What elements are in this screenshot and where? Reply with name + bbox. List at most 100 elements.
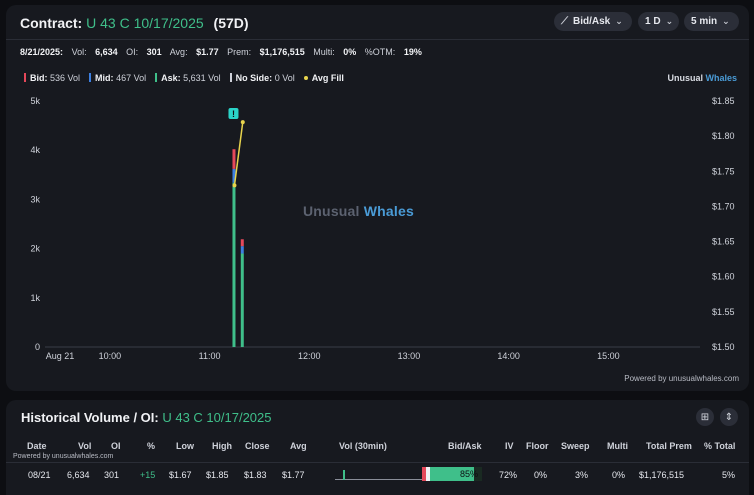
legend-mid[interactable]: Mid: 467 Vol bbox=[89, 73, 146, 83]
chart-mode-value: Bid/Ask bbox=[573, 16, 611, 27]
avg-fill-line bbox=[233, 121, 244, 186]
cell-pct-total: 5% bbox=[722, 470, 736, 480]
powered-by: Powered by unusualwhales.com bbox=[624, 374, 739, 383]
x-tick-label: 11:00 bbox=[199, 351, 221, 361]
cell-oi: 301 bbox=[104, 470, 120, 480]
col-pct[interactable]: % bbox=[147, 441, 156, 451]
bar-bid-segment bbox=[240, 239, 244, 247]
stats-avg-label: Avg: bbox=[169, 47, 188, 57]
panel-header: Contract: U 43 C 10/17/2025 (57D) ⟋ Bid/… bbox=[6, 5, 749, 40]
row-divider bbox=[6, 462, 749, 463]
col-bidask[interactable]: Bid/Ask bbox=[448, 441, 482, 451]
y-tick-right: $1.75 bbox=[712, 166, 735, 176]
chevron-down-icon: ⌄ bbox=[722, 16, 730, 26]
columns-icon[interactable]: ⊞ bbox=[696, 408, 714, 426]
y-tick-right: $1.60 bbox=[712, 272, 735, 282]
watermark-word-1: Unusual bbox=[303, 203, 360, 219]
col-close[interactable]: Close bbox=[245, 441, 270, 451]
y-tick-left: 2k bbox=[30, 244, 40, 254]
avg-fill-point bbox=[240, 120, 245, 125]
col-avg[interactable]: Avg bbox=[290, 441, 307, 451]
y-tick-right: $1.55 bbox=[712, 307, 735, 317]
mid-swatch bbox=[89, 73, 92, 82]
legend-avg-fill[interactable]: Avg Fill bbox=[303, 73, 344, 83]
col-oi[interactable]: OI bbox=[111, 441, 121, 451]
bar-ask-segment bbox=[240, 253, 244, 347]
contract-chart-panel: Contract: U 43 C 10/17/2025 (57D) ⟋ Bid/… bbox=[6, 5, 749, 391]
y-axis-left: 0 1k 2k 3k 4k 5k bbox=[30, 96, 40, 352]
col-multi[interactable]: Multi bbox=[607, 441, 628, 451]
alert-marker-label: ! bbox=[232, 109, 235, 119]
stats-date: 8/21/2025: bbox=[20, 47, 64, 57]
stats-prem-label: Prem: bbox=[227, 47, 252, 57]
bar-ask-segment bbox=[232, 182, 236, 347]
y-tick-right: $1.65 bbox=[712, 237, 735, 247]
chart-mode-dropdown[interactable]: ⟋ Bid/Ask ⌄ bbox=[554, 12, 632, 31]
col-total-prem[interactable]: Total Prem bbox=[646, 441, 692, 451]
brand-logo: Unusual Whales bbox=[667, 73, 737, 83]
cell-high: $1.85 bbox=[206, 470, 229, 480]
historical-panel: Historical Volume / OI: U 43 C 10/17/202… bbox=[6, 400, 749, 495]
stats-vol-label: Vol: bbox=[71, 47, 87, 57]
contract-label: Contract: bbox=[20, 15, 83, 31]
legend-bid[interactable]: Bid: 536 Vol bbox=[24, 73, 80, 83]
cell-multi: 0% bbox=[612, 470, 626, 480]
cell-vol: 6,634 bbox=[67, 470, 90, 480]
noside-swatch bbox=[229, 73, 232, 82]
x-tick-label: 12:00 bbox=[298, 351, 321, 361]
stats-otm-label: %OTM: bbox=[364, 47, 396, 57]
col-low[interactable]: Low bbox=[176, 441, 194, 451]
cell-close: $1.83 bbox=[244, 470, 267, 480]
stats-otm: 19% bbox=[403, 47, 422, 57]
cell-floor: 0% bbox=[534, 470, 548, 480]
x-axis: Aug 21 10:00 11:00 12:00 13:00 14:00 15:00 bbox=[46, 351, 620, 361]
legend-noside-label: No Side: bbox=[235, 73, 273, 83]
days-to-expiry: (57D) bbox=[213, 15, 249, 31]
y-tick-left: 4k bbox=[30, 145, 40, 155]
chart-watermark: Unusual Whales bbox=[303, 203, 414, 219]
range-value: 1 D bbox=[645, 16, 661, 27]
stats-vol: 6,634 bbox=[95, 47, 118, 57]
bars-group bbox=[232, 149, 244, 347]
y-tick-left: 1k bbox=[30, 293, 40, 303]
legend-ask-value: 5,631 Vol bbox=[183, 73, 221, 83]
cell-bidask-bar: 85% bbox=[422, 467, 482, 481]
stats-prem: $1,176,515 bbox=[259, 47, 305, 57]
contract-name: U 43 C 10/17/2025 bbox=[86, 15, 204, 31]
page-title: Contract: U 43 C 10/17/2025 (57D) bbox=[20, 15, 249, 31]
avg-fill-dot bbox=[303, 76, 308, 80]
stats-multi: 0% bbox=[343, 47, 357, 57]
col-high[interactable]: High bbox=[212, 441, 232, 451]
legend-mid-label: Mid: bbox=[95, 73, 114, 83]
legend-noside[interactable]: No Side: 0 Vol bbox=[229, 73, 295, 83]
x-tick-label: 15:00 bbox=[597, 351, 620, 361]
interval-dropdown[interactable]: 5 min ⌄ bbox=[684, 12, 739, 31]
chevron-down-icon: ⌄ bbox=[615, 16, 623, 26]
col-floor[interactable]: Floor bbox=[526, 441, 549, 451]
legend-ask[interactable]: Ask: 5,631 Vol bbox=[155, 73, 221, 83]
col-pct-total[interactable]: % Total bbox=[704, 441, 736, 451]
y-tick-right: $1.50 bbox=[712, 342, 735, 352]
x-tick-label: 13:00 bbox=[398, 351, 421, 361]
col-vol[interactable]: Vol bbox=[78, 441, 92, 451]
col-sweep[interactable]: Sweep bbox=[561, 441, 590, 451]
legend-avg-fill-label: Avg Fill bbox=[311, 73, 344, 83]
col-date[interactable]: Date bbox=[27, 441, 47, 451]
cell-date: 08/21 bbox=[28, 470, 51, 480]
col-iv[interactable]: IV bbox=[505, 441, 514, 451]
col-vol30[interactable]: Vol (30min) bbox=[339, 441, 387, 451]
x-tick-label: 10:00 bbox=[99, 351, 122, 361]
sort-icon[interactable]: ⇕ bbox=[720, 408, 738, 426]
y-tick-right: $1.70 bbox=[712, 201, 735, 211]
stats-multi-label: Multi: bbox=[313, 47, 335, 57]
y-tick-left: 5k bbox=[30, 96, 40, 106]
range-dropdown[interactable]: 1 D ⌄ bbox=[638, 12, 679, 31]
x-tick-label: 14:00 bbox=[497, 351, 520, 361]
cell-avg: $1.77 bbox=[282, 470, 305, 480]
avg-fill-group: ! bbox=[228, 108, 245, 188]
watermark-word-2: Whales bbox=[363, 203, 414, 219]
cell-vol30-sparkline bbox=[335, 467, 423, 481]
chevron-down-icon: ⌄ bbox=[665, 16, 674, 26]
history-title-label: Historical Volume / OI: bbox=[21, 410, 159, 425]
history-title: Historical Volume / OI: U 43 C 10/17/202… bbox=[21, 410, 272, 425]
